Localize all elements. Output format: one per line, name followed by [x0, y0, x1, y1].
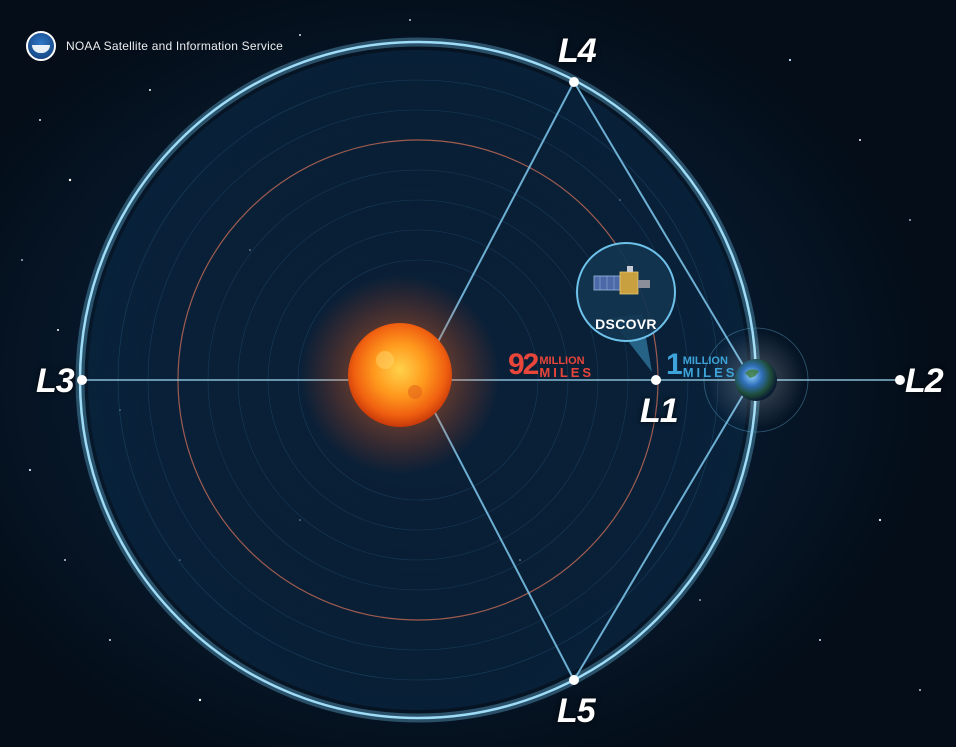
satellite-icon	[593, 266, 650, 295]
distance-l1-earth-unit-line1: MILLION	[682, 355, 728, 367]
earth	[703, 327, 809, 433]
label-l5: L5	[557, 692, 596, 730]
l3-marker	[77, 375, 87, 385]
distance-l1-earth: 1 MILLION MILES	[666, 348, 738, 381]
distance-l1-earth-unit-line2: MILES	[682, 365, 738, 380]
satellite-name: DSCOVR	[595, 316, 657, 332]
lagrange-markers	[77, 77, 905, 685]
l1-marker	[651, 375, 661, 385]
l2-marker	[895, 375, 905, 385]
noaa-logo-icon	[26, 31, 56, 61]
distance-l1-earth-unit: MILLION MILES	[682, 355, 738, 380]
label-l3: L3	[36, 362, 75, 400]
label-l2: L2	[905, 362, 944, 400]
l4-marker	[569, 77, 579, 87]
label-l1: L1	[640, 392, 679, 430]
header-brand: NOAA Satellite and Information Service	[26, 26, 283, 66]
label-l4: L4	[558, 32, 597, 70]
distance-sun-l1-unit: MILLION MILES	[539, 355, 595, 380]
l5-marker	[569, 675, 579, 685]
distance-sun-l1-number: 92	[508, 348, 539, 381]
lagrange-triangles	[417, 81, 753, 681]
dscovr-callout	[576, 242, 676, 372]
distance-sun-l1: 92 MILLION MILES	[508, 348, 595, 381]
distance-l1-earth-number: 1	[666, 348, 683, 381]
distance-sun-l1-unit-line2: MILES	[539, 365, 595, 380]
sun	[300, 275, 500, 475]
distance-sun-l1-unit-line1: MILLION	[539, 355, 585, 367]
org-name: NOAA Satellite and Information Service	[66, 39, 284, 53]
